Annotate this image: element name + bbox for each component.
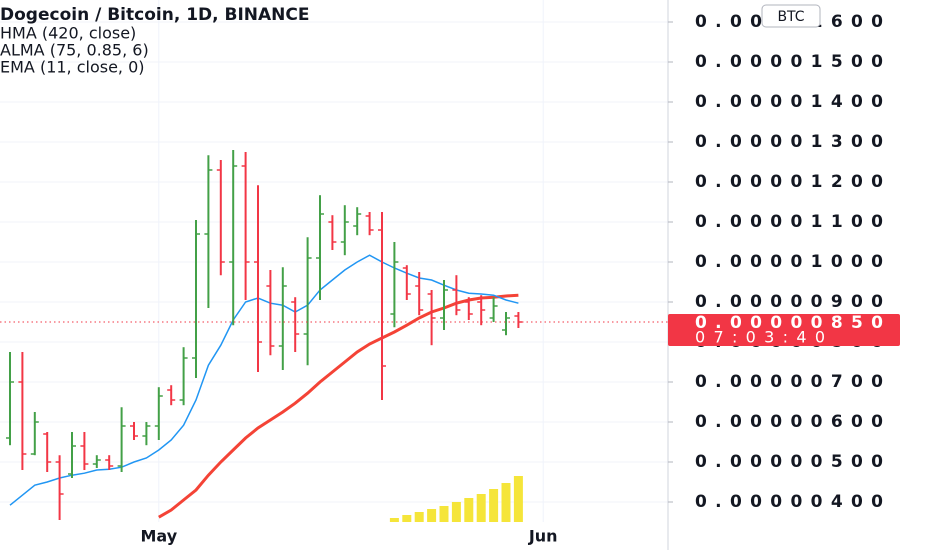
- currency-button[interactable]: [761, 4, 821, 28]
- volume-bar: [489, 489, 499, 522]
- y-tick-label: 0.00001200: [695, 172, 883, 192]
- volume-bar: [513, 476, 523, 522]
- x-tick-label: Jun: [528, 527, 558, 546]
- volume-bar: [451, 502, 461, 522]
- x-tick-label: May: [140, 527, 177, 546]
- study-legend: ALMA (75, 0.85, 6): [0, 41, 149, 60]
- y-tick-label: 0.00001300: [695, 132, 883, 152]
- y-tick-label: 0.00000700: [695, 372, 883, 392]
- volume-bar: [464, 498, 474, 522]
- y-tick-label: 0.00000400: [695, 492, 883, 512]
- y-tick-label: 0.00001400: [695, 92, 883, 112]
- y-tick-label: 0.00000600: [695, 412, 883, 432]
- volume-bar: [402, 515, 412, 522]
- y-tick-label: 0.00001000: [695, 252, 883, 272]
- study-legend: EMA (11, close, 0): [0, 58, 145, 77]
- volume-bar: [476, 494, 486, 522]
- currency-label[interactable]: BTC: [777, 9, 804, 25]
- study-line: [158, 293, 519, 519]
- y-tick-label: 0.00001500: [695, 52, 883, 72]
- chart-title: Dogecoin / Bitcoin, 1D, BINANCE: [0, 5, 310, 25]
- study-line: [9, 254, 519, 506]
- volume-bar: [414, 512, 424, 522]
- y-tick-label: 0.00000500: [695, 452, 883, 472]
- grid: [0, 0, 668, 522]
- study-legend: HMA (420, close): [0, 24, 136, 43]
- volume-bar: [501, 483, 511, 522]
- price-axis: 0.00000400 0.00000500 0.00000600 0.00000700…: [668, 12, 883, 512]
- plot: [0, 150, 668, 522]
- last-price-box: [668, 314, 900, 346]
- volume-bar: [389, 518, 399, 522]
- y-tick-label: 0.00000900: [695, 292, 883, 312]
- y-tick-label: 0.00001100: [695, 212, 883, 232]
- volume-bar: [427, 509, 437, 522]
- volume-bar: [439, 506, 449, 522]
